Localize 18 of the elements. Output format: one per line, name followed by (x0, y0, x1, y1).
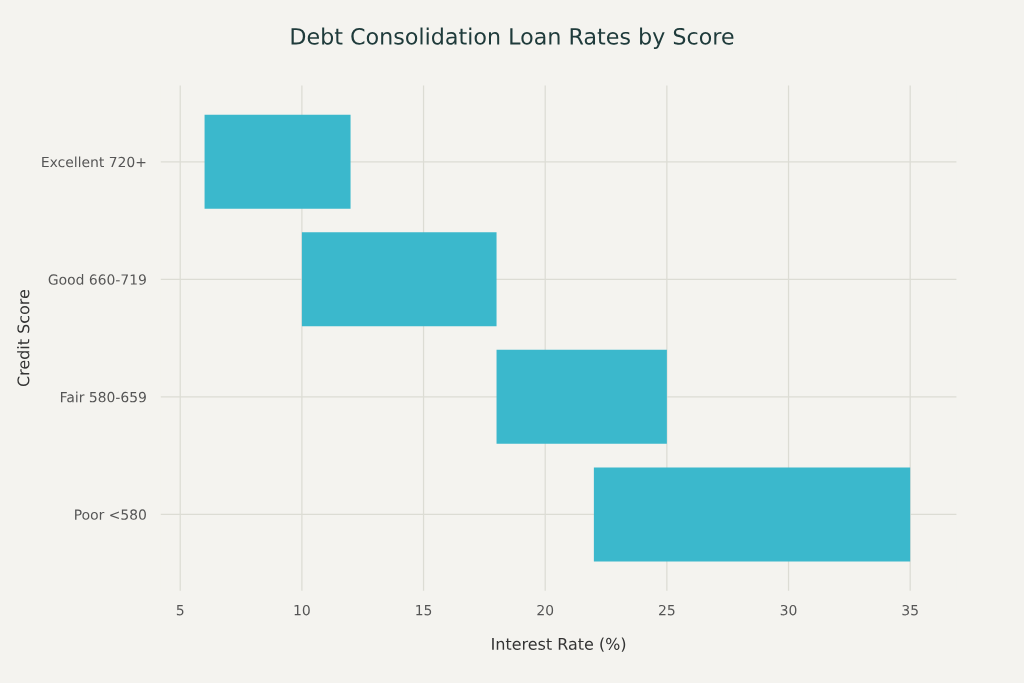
y-tick-label: Excellent 720+ (42, 156, 146, 168)
y-tick-label: Fair 580-659 (61, 391, 146, 403)
y-tick-label: Poor <580 (75, 509, 146, 520)
x-tick-label: 20 (537, 604, 554, 616)
chart-title: Debt Consolidation Loan Rates by Score (291, 27, 734, 50)
bar (204, 114, 351, 209)
x-tick-label: 30 (780, 604, 797, 616)
bar (301, 232, 497, 327)
x-axis-title: Interest Rate (%) (492, 637, 626, 652)
bar (593, 467, 911, 562)
x-tick-label: 10 (294, 604, 310, 616)
y-tick-label: Good 660-719 (48, 274, 146, 285)
y-axis-title: Credit Score (17, 290, 30, 387)
x-tick-label: 35 (902, 604, 918, 616)
x-tick-label: 25 (659, 604, 675, 616)
x-tick-label: 15 (416, 605, 432, 616)
x-tick-label: 5 (176, 605, 184, 616)
bar (496, 349, 667, 444)
